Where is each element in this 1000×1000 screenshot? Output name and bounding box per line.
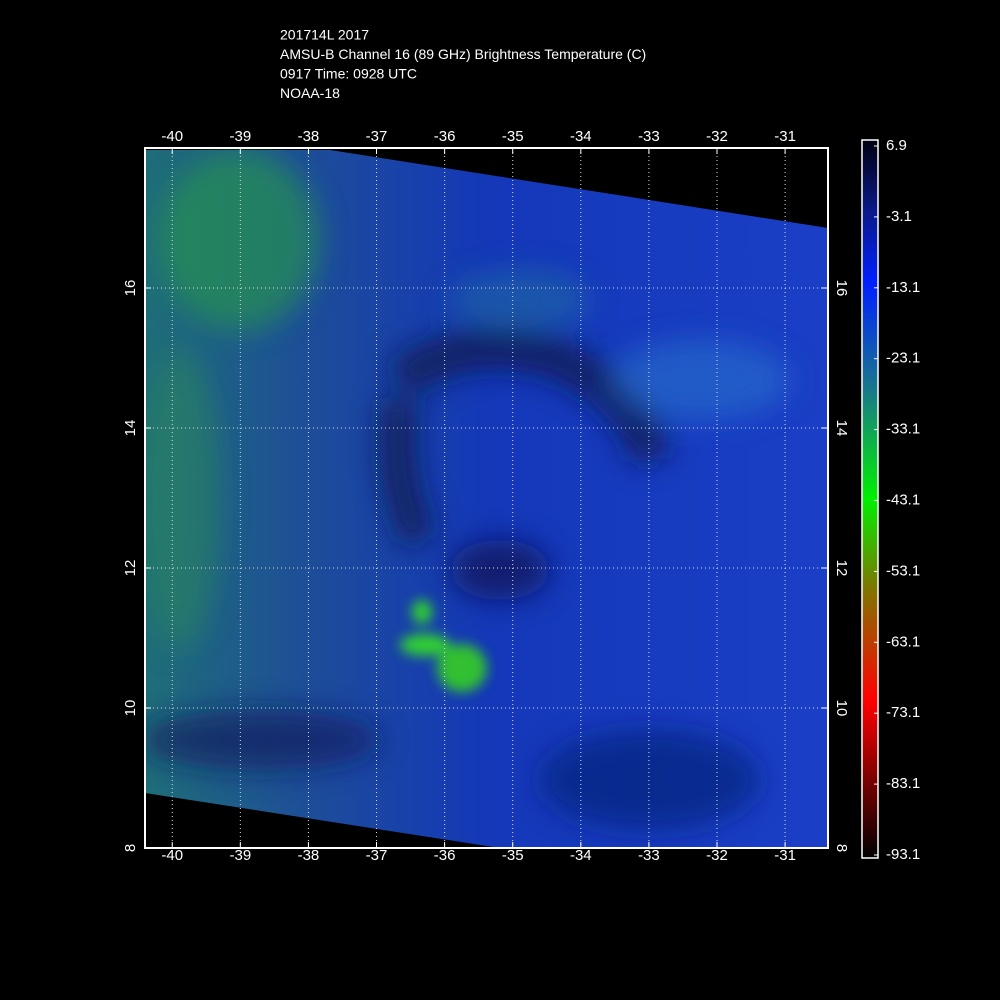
x-tick-label: -38: [298, 128, 320, 145]
convection: [400, 600, 487, 692]
y-tick-label: 14: [833, 420, 850, 437]
x-tick-label: -33: [638, 847, 660, 864]
x-tick-label: -39: [229, 128, 251, 145]
x-tick-label: -36: [434, 128, 456, 145]
x-tick-label: -39: [229, 847, 251, 864]
y-tick-label: 10: [122, 700, 139, 717]
x-tick-label: -35: [502, 847, 524, 864]
header-line: NOAA-18: [280, 85, 340, 101]
colorbar-label: -13.1: [886, 279, 920, 296]
x-tick-label: -32: [706, 128, 728, 145]
y-tick-label: 8: [833, 844, 850, 852]
cloud-features: [145, 150, 790, 830]
colorbar-label: -3.1: [886, 208, 912, 225]
y-tick-label: 8: [122, 844, 139, 852]
colorbar-label: -73.1: [886, 704, 920, 721]
colorbar: [861, 139, 879, 859]
y-tick-label: 10: [833, 700, 850, 717]
satellite-image: [145, 150, 828, 848]
x-tick-label: -32: [706, 847, 728, 864]
x-tick-label: -33: [638, 128, 660, 145]
colorbar-label: 6.9: [886, 137, 907, 154]
colorbar-label: -43.1: [886, 491, 920, 508]
y-tick-label: 16: [833, 280, 850, 297]
x-tick-label: -35: [502, 128, 524, 145]
x-tick-label: -34: [570, 847, 592, 864]
x-tick-label: -36: [434, 847, 456, 864]
map-axes: -40 -40 -39 -39 -38 -38 -37 -37 -36 -36 -35 -35 -34 -…: [122, 128, 850, 864]
x-tick-label: -37: [366, 847, 388, 864]
y-tick-label: 12: [122, 560, 139, 577]
colorbar-label: -93.1: [886, 846, 920, 863]
x-tick-label: -40: [161, 847, 183, 864]
x-tick-label: -40: [161, 128, 183, 145]
plot-frame: [144, 147, 829, 849]
header: 201714L 2017 AMSU-B Channel 16 (89 GHz) B…: [280, 27, 646, 102]
x-tick-label: -31: [774, 847, 796, 864]
colorbar-label: -63.1: [886, 633, 920, 650]
x-tick-label: -31: [774, 128, 796, 145]
x-tick-label: -38: [298, 847, 320, 864]
colorbar-label: -53.1: [886, 562, 920, 579]
colorbar-labels: 6.9 -3.1 -13.1 -23.1 -33.1 -43.1 -53.1 -63.1 -73…: [874, 137, 920, 863]
y-tick-label: 12: [833, 560, 850, 577]
header-line: 0917 Time: 0928 UTC: [280, 66, 417, 82]
colorbar-label: -23.1: [886, 350, 920, 367]
x-tick-label: -34: [570, 128, 592, 145]
y-tick-label: 16: [122, 280, 139, 297]
header-line: AMSU-B Channel 16 (89 GHz) Brightness Te…: [280, 46, 646, 62]
header-line: 201714L 2017: [280, 27, 369, 43]
y-tick-label: 14: [122, 420, 139, 437]
swath: [145, 150, 828, 848]
x-tick-label: -37: [366, 128, 388, 145]
colorbar-label: -83.1: [886, 775, 920, 792]
colorbar-label: -33.1: [886, 421, 920, 438]
